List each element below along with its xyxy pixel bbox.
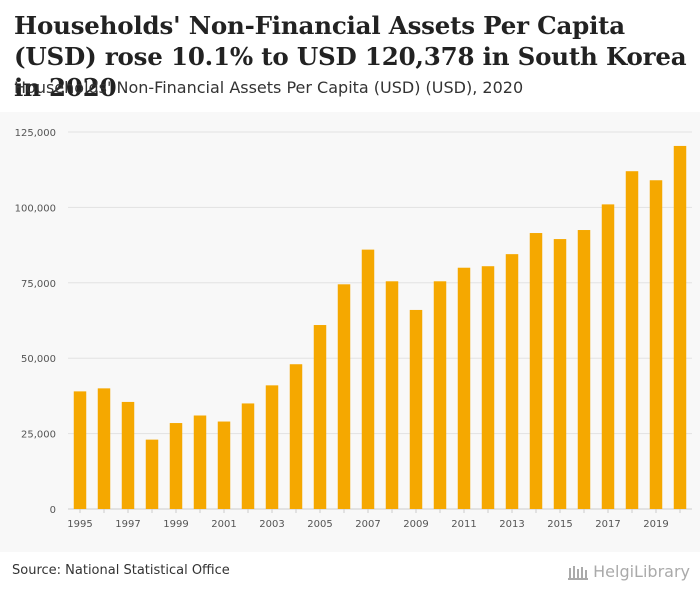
x-tick-label: 1997 xyxy=(115,519,140,530)
x-tick-label: 2013 xyxy=(499,519,524,530)
bar xyxy=(145,439,159,509)
bar xyxy=(649,180,663,510)
x-tick-label: 1995 xyxy=(67,519,92,530)
bar xyxy=(193,415,207,509)
brand-logo[interactable]: HelgiLibrary xyxy=(567,562,690,581)
x-tick-label: 2005 xyxy=(307,519,332,530)
y-tick-label: 0 xyxy=(50,505,56,516)
bar xyxy=(577,230,591,509)
bar xyxy=(289,364,303,509)
bar xyxy=(121,401,135,509)
bar xyxy=(337,284,351,509)
bar xyxy=(601,204,615,509)
library-icon xyxy=(568,565,589,580)
x-tick-label: 2015 xyxy=(547,519,572,530)
x-tick-label: 2011 xyxy=(451,519,476,530)
bar xyxy=(241,403,255,509)
x-tick-label: 2017 xyxy=(595,519,620,530)
x-tick-label: 2019 xyxy=(643,519,668,530)
bar xyxy=(553,239,567,509)
bar xyxy=(409,309,423,509)
bar xyxy=(529,233,543,509)
bar xyxy=(457,267,471,509)
bar xyxy=(673,145,687,510)
source-note: Source: National Statistical Office xyxy=(12,563,230,578)
bar xyxy=(361,249,375,509)
x-tick-label: 1999 xyxy=(163,519,188,530)
bar xyxy=(97,388,111,509)
bar xyxy=(385,281,399,509)
y-tick-label: 25,000 xyxy=(21,430,56,441)
bar xyxy=(481,266,495,509)
bar xyxy=(625,171,639,509)
bar xyxy=(433,281,447,509)
bar xyxy=(313,325,327,509)
x-tick-label: 2009 xyxy=(403,519,428,530)
y-tick-label: 125,000 xyxy=(15,128,56,139)
chart-subtitle: Households' Non-Financial Assets Per Cap… xyxy=(14,78,524,97)
chart-headline: Households' Non-Financial Assets Per Cap… xyxy=(14,11,687,102)
bar xyxy=(169,423,183,509)
y-tick-label: 75,000 xyxy=(21,279,56,290)
bar xyxy=(73,391,87,509)
x-tick-label: 2007 xyxy=(355,519,380,530)
x-tick-label: 2003 xyxy=(259,519,284,530)
y-tick-label: 100,000 xyxy=(15,203,56,214)
y-tick-label: 50,000 xyxy=(21,354,56,365)
bar xyxy=(505,254,519,509)
bar-chart: 0 25,000 50,000 75,000 100,000 125,000 1995 199… xyxy=(15,128,692,530)
brand-name: HelgiLibrary xyxy=(593,562,690,581)
bar xyxy=(265,385,279,509)
x-tick-label: 2001 xyxy=(211,519,236,530)
bar xyxy=(217,421,231,509)
